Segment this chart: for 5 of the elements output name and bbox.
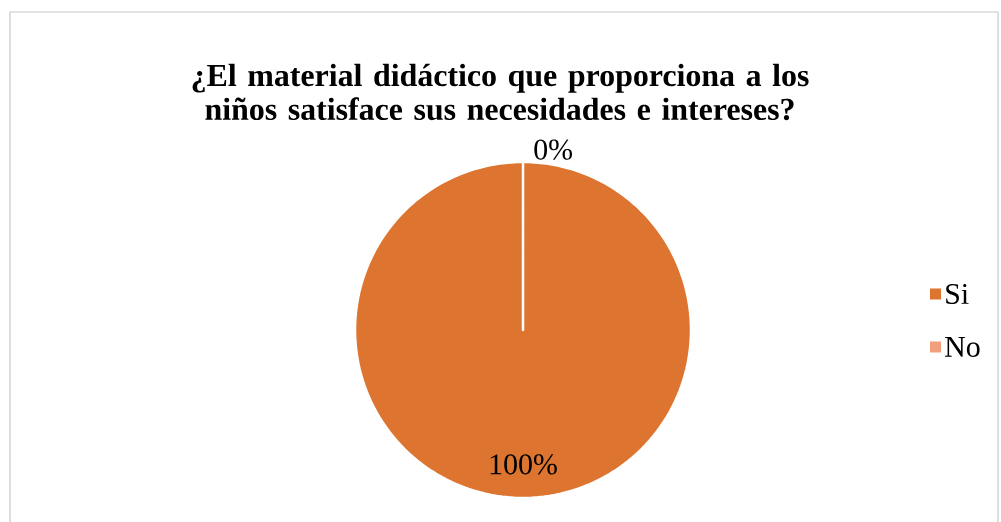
text: 0% — [534, 139, 573, 160]
legend-label: Si — [946, 283, 969, 305]
data-label: 100% — [490, 454, 557, 475]
legend-label: No — [945, 337, 980, 357]
chart-title: ¿El material didáctico que proporciona a los niños satisface sus necesidades e intereses? — [192, 63, 809, 121]
